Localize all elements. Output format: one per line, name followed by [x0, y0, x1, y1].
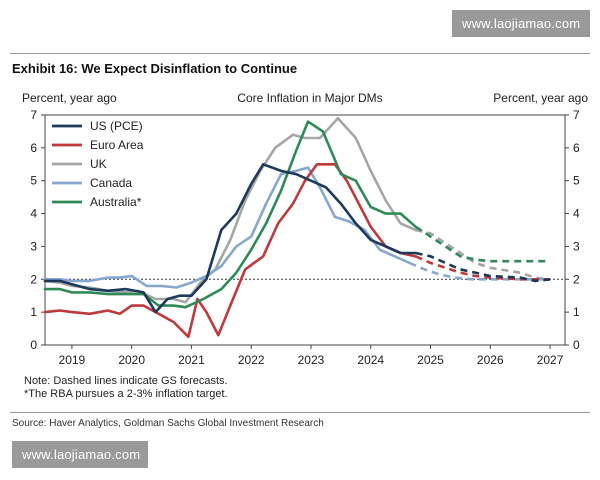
series-line-us: [43, 163, 417, 314]
core-inflation-chart: 0 0 1 1 2 2 3 3 4 4 5 5 6 6 7 7 2019 2020 2021 2022 2023 2024…: [22, 91, 588, 400]
source-note: Source: Haver Analytics, Goldman Sachs G…: [12, 418, 324, 429]
x-tick-label: 2027: [537, 353, 564, 367]
x-tick-label: 2025: [417, 353, 444, 367]
y-tick-label-left: 2: [30, 272, 37, 286]
y-tick-label-right: 3: [573, 239, 580, 253]
series-line-euro: [43, 163, 417, 339]
legend-label-canada: Canada: [90, 176, 132, 190]
watermark-bottom: www.laojiamao.com: [12, 441, 148, 468]
y-tick-label-left: 6: [30, 141, 37, 155]
chart-note-dashed: Note: Dashed lines indicate GS forecasts…: [24, 375, 228, 387]
y-axis-label-left: Percent, year ago: [22, 91, 117, 105]
y-tick-label-right: 4: [573, 207, 580, 221]
series-line-australia: [43, 120, 417, 309]
watermark-top: www.laojiamao.com: [452, 10, 590, 37]
top-divider: [10, 53, 590, 54]
legend: US (PCE) Euro Area UK Canada Australia*: [52, 119, 144, 209]
axes-layer: 0 0 1 1 2 2 3 3 4 4 5 5 6 6 7 7 2019 2020 2021 2022 2023 2024…: [30, 108, 580, 367]
y-tick-label-right: 2: [573, 272, 580, 286]
y-tick-label-left: 0: [30, 338, 37, 352]
series-forecast-us: [415, 251, 551, 283]
y-tick-label-left: 7: [30, 108, 37, 122]
x-tick-label: 2022: [238, 353, 265, 367]
series-forecast-canada: [409, 261, 551, 281]
series-forecast-euro: [415, 255, 551, 281]
x-tick-label: 2021: [178, 353, 205, 367]
legend-label-euro: Euro Area: [90, 138, 144, 152]
y-tick-label-left: 4: [30, 207, 37, 221]
legend-label-australia: Australia*: [90, 195, 142, 209]
x-tick-label: 2020: [118, 353, 145, 367]
plot-frame: [44, 114, 566, 346]
series-lines: [43, 116, 551, 339]
x-tick-label: 2024: [357, 353, 384, 367]
series-forecast-uk: [415, 228, 551, 281]
y-tick-label-right: 7: [573, 108, 580, 122]
bottom-divider: [10, 412, 590, 413]
x-tick-label: 2023: [298, 353, 325, 367]
y-axis-label-right: Percent, year ago: [493, 91, 588, 105]
y-tick-label-left: 3: [30, 239, 37, 253]
legend-label-us: US (PCE): [90, 119, 143, 133]
y-tick-label-right: 0: [573, 338, 580, 352]
y-tick-label-left: 1: [30, 305, 37, 319]
chart-title: Core Inflation in Major DMs: [237, 91, 382, 105]
y-tick-label-right: 5: [573, 174, 580, 188]
series-line-canada: [43, 166, 411, 289]
exhibit-title: Exhibit 16: We Expect Disinflation to Co…: [12, 61, 298, 76]
x-tick-label: 2026: [477, 353, 504, 367]
legend-label-uk: UK: [90, 157, 107, 171]
x-tick-label: 2019: [59, 353, 86, 367]
series-forecast-australia: [414, 225, 551, 263]
y-tick-label-left: 5: [30, 174, 37, 188]
chart-note-rba: *The RBA pursues a 2-3% inflation target…: [24, 388, 228, 400]
y-tick-label-right: 6: [573, 141, 580, 155]
y-tick-label-right: 1: [573, 305, 580, 319]
